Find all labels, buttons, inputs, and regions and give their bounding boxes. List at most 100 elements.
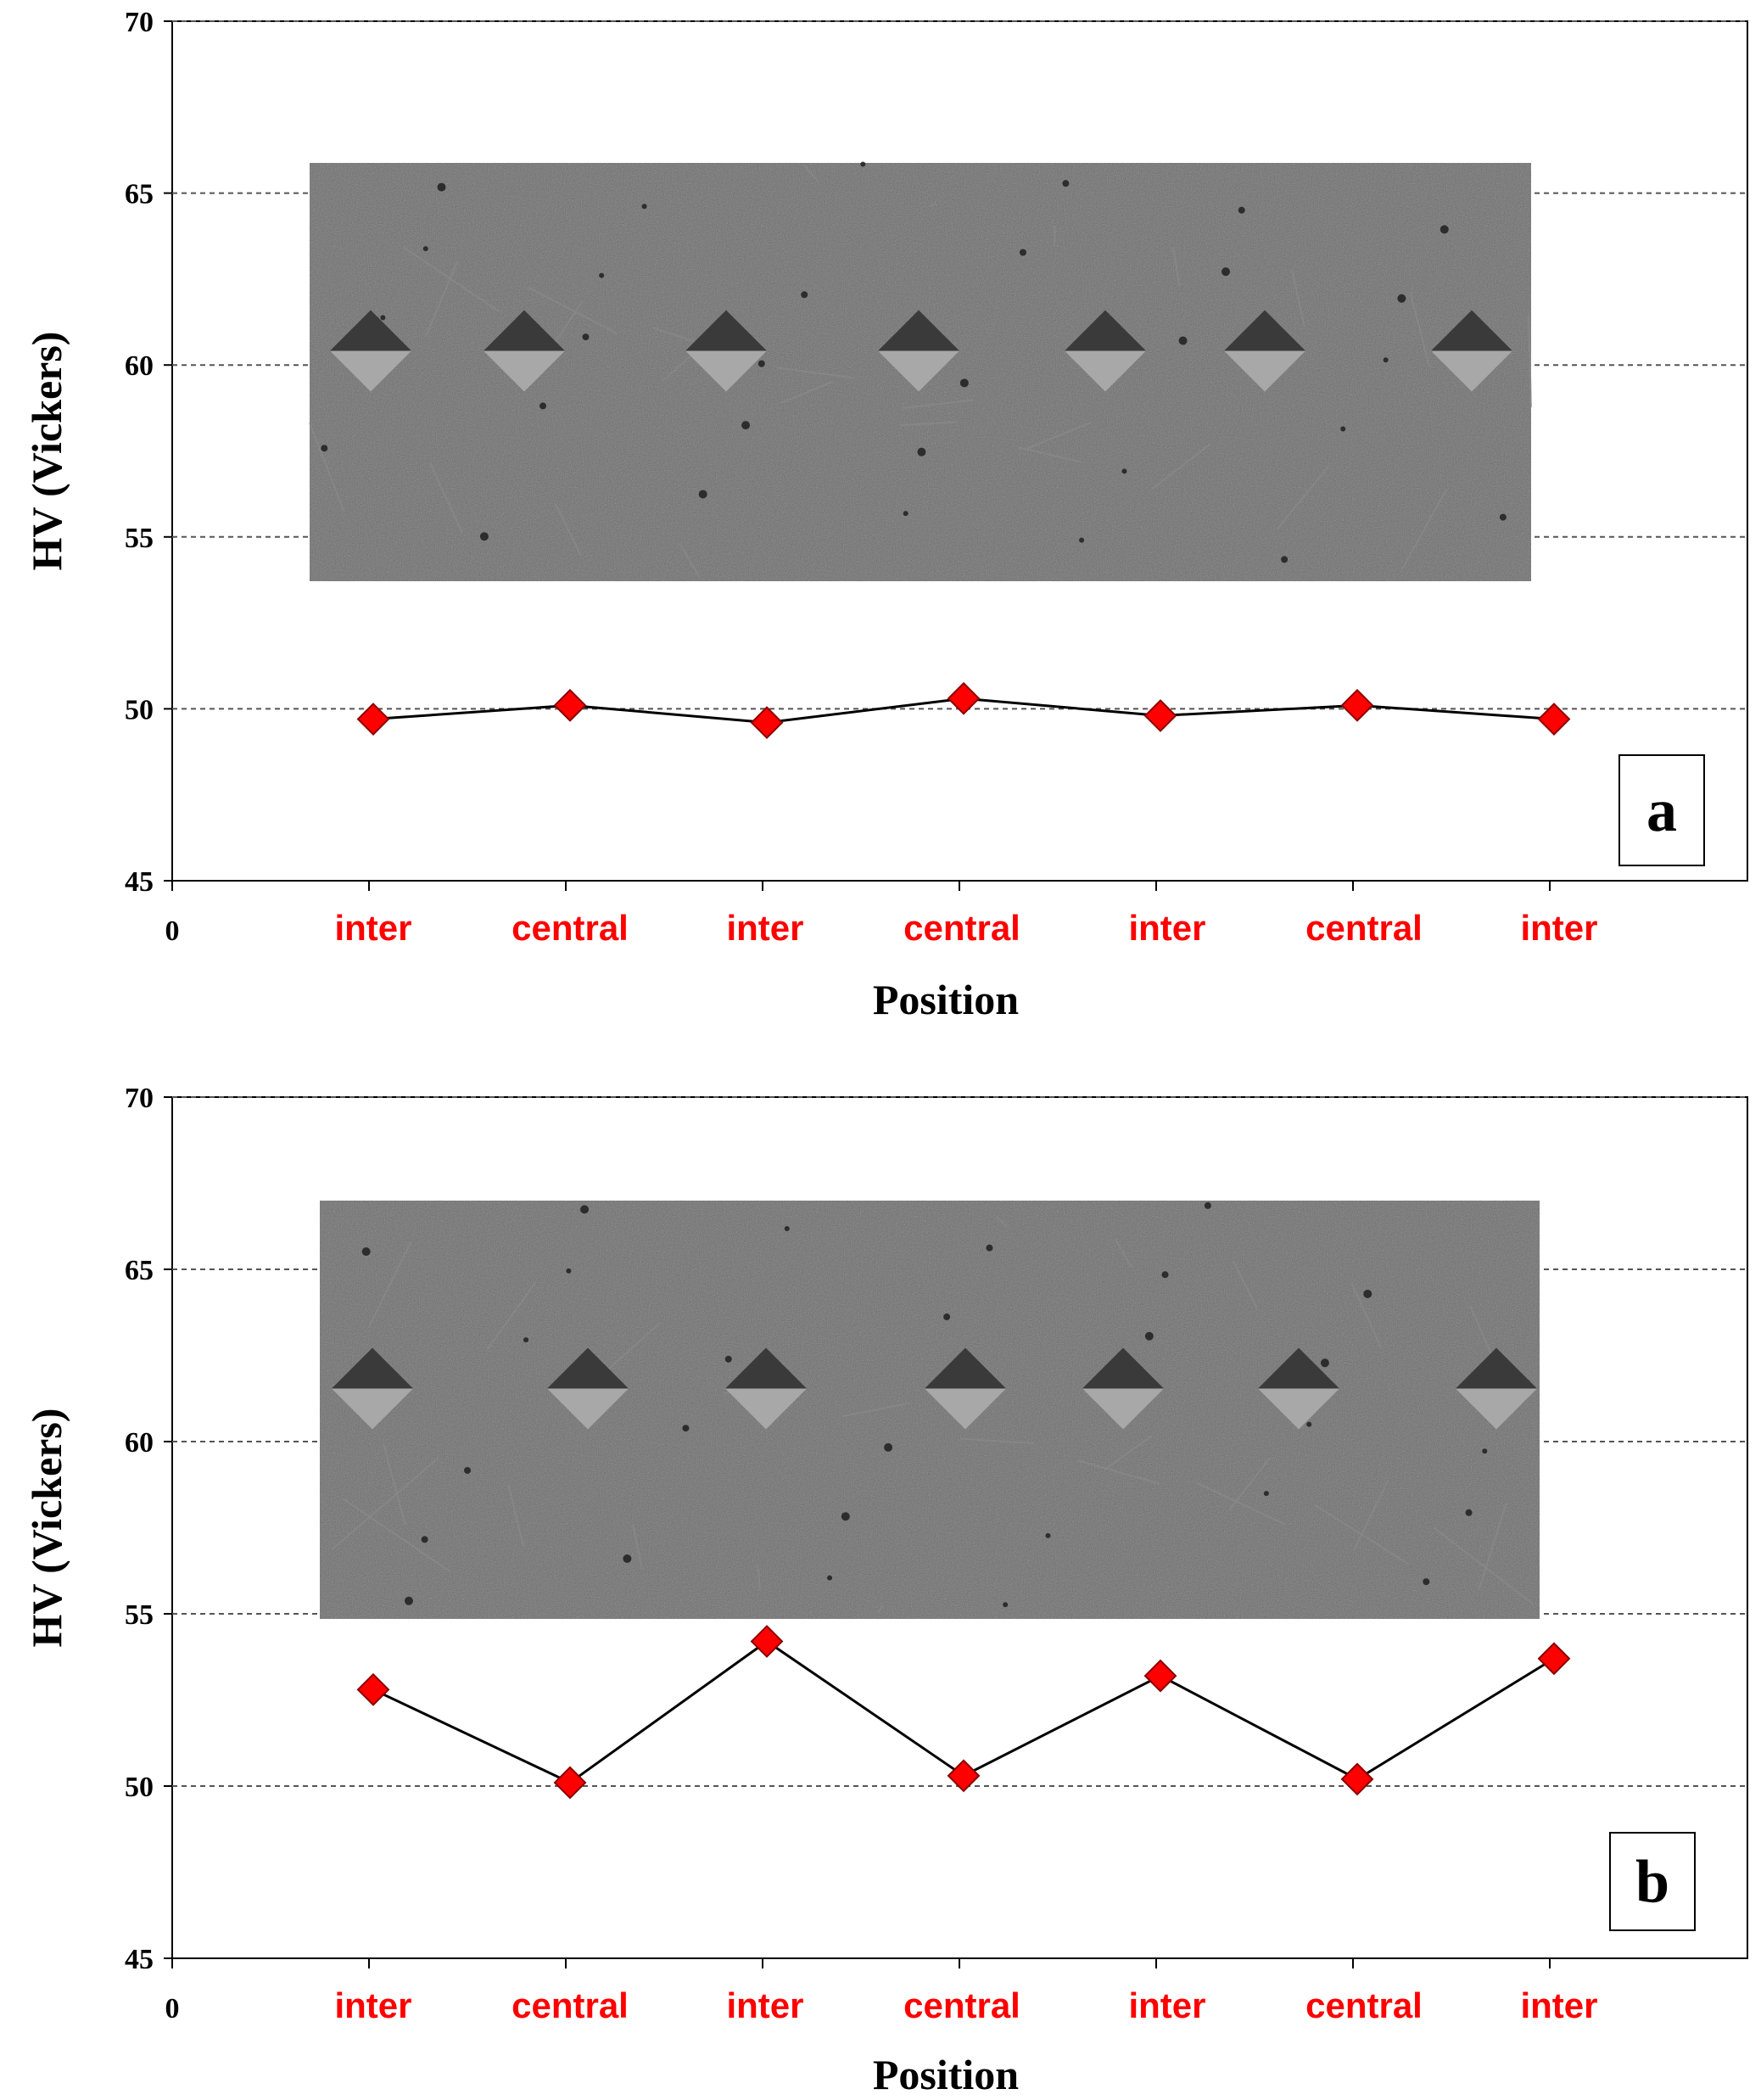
pore <box>698 490 707 499</box>
pore <box>566 1268 572 1274</box>
pore <box>380 315 386 321</box>
y-tick-label: 45 <box>125 866 154 898</box>
x-tick-label: inter <box>726 1985 803 2025</box>
indent-upper <box>685 310 767 351</box>
data-point <box>1537 1642 1571 1676</box>
indent-upper <box>1431 310 1512 351</box>
pore <box>1440 225 1449 234</box>
x-axis-title: Position <box>873 2051 1019 2098</box>
pore <box>1281 556 1289 563</box>
data-point <box>356 1672 390 1706</box>
indent-upper <box>878 310 959 351</box>
x-tick-label: inter <box>334 1985 411 2025</box>
pore <box>539 402 547 410</box>
x-origin-label: 0 <box>165 916 180 947</box>
grain-boundary <box>1114 1238 1133 1268</box>
indent-lower <box>484 350 565 392</box>
grain-boundary <box>959 1437 1035 1445</box>
grain-boundary <box>383 1443 406 1525</box>
x-tick-label: inter <box>1520 908 1597 948</box>
x-tick-label: central <box>903 908 1020 948</box>
pore <box>463 1466 471 1474</box>
pore <box>1238 206 1245 214</box>
pore <box>421 1536 428 1543</box>
micrograph-inset <box>309 161 1532 581</box>
pore <box>1222 267 1230 277</box>
pore <box>1178 336 1188 345</box>
micrograph-inset <box>320 1201 1540 1619</box>
indent-upper <box>332 1347 413 1389</box>
grain-boundary <box>342 1498 451 1573</box>
pore <box>1161 1271 1169 1279</box>
y-tick-label: 60 <box>125 350 154 382</box>
pore <box>841 1512 850 1521</box>
pore <box>404 1596 413 1605</box>
grain-boundary <box>1151 443 1210 490</box>
data-point <box>356 703 390 736</box>
grain-boundary <box>1276 466 1329 530</box>
pore <box>1340 426 1346 432</box>
y-tick-label: 70 <box>125 1083 154 1114</box>
pore <box>1320 1358 1329 1368</box>
pore <box>582 333 590 341</box>
pore <box>1019 249 1026 256</box>
grain-boundary <box>1400 488 1448 570</box>
chart-panel-b: 45 50 55 60 65 70 0 inter central inter central int… <box>23 1083 1748 2098</box>
pore <box>758 360 765 367</box>
y-tick-label: 45 <box>125 1944 154 1975</box>
grain-boundary <box>757 1565 762 1592</box>
grain-boundary <box>777 367 855 379</box>
grain-boundary <box>1104 1435 1153 1470</box>
pore <box>884 1442 893 1452</box>
micrograph-surface <box>320 1201 1540 1619</box>
pore <box>1465 1509 1473 1516</box>
indent-lower <box>685 350 767 392</box>
pore <box>437 182 446 192</box>
grain-boundary <box>902 399 974 409</box>
data-point <box>750 1625 784 1658</box>
y-tick-label: 65 <box>125 179 154 210</box>
indent-lower <box>1258 1388 1339 1430</box>
pore <box>1499 513 1507 521</box>
y-tick-label: 65 <box>125 1255 154 1286</box>
pore <box>1003 1602 1009 1608</box>
grain-boundary <box>996 1216 1009 1229</box>
indent-lower <box>1224 350 1305 392</box>
pore <box>1204 1201 1211 1209</box>
pore <box>479 532 489 541</box>
pore <box>580 1205 590 1214</box>
grain-boundary <box>929 202 937 207</box>
x-tick-label: central <box>512 1985 629 2025</box>
pore <box>1423 1578 1430 1586</box>
grain-boundary <box>804 165 819 182</box>
data-point <box>553 688 587 722</box>
pore <box>1079 537 1085 543</box>
indent-upper <box>1065 310 1146 351</box>
y-tick-label: 70 <box>125 7 154 38</box>
y-tick-label: 50 <box>125 694 154 725</box>
indent-upper <box>1456 1347 1537 1389</box>
grain-boundary <box>1172 247 1181 287</box>
pore <box>641 204 647 210</box>
y-axis-title: HV (Vickers) <box>23 1408 70 1648</box>
panel-label: b <box>1635 1848 1669 1916</box>
grain-boundary <box>1353 1479 1389 1551</box>
pore <box>1363 1289 1372 1298</box>
indent-lower <box>925 1388 1006 1430</box>
pore <box>1397 294 1406 303</box>
indent-upper <box>925 1347 1006 1389</box>
pore <box>1144 1331 1154 1341</box>
grain-boundary <box>1196 1481 1285 1525</box>
indent-lower <box>1431 350 1512 392</box>
data-point <box>947 681 981 715</box>
pore <box>903 511 908 517</box>
grain-boundary <box>632 1524 643 1570</box>
grain-boundary <box>780 380 833 404</box>
pore <box>959 378 969 388</box>
pore <box>1121 468 1127 474</box>
y-tick-label: 60 <box>125 1427 154 1459</box>
indent-lower <box>547 1388 629 1430</box>
data-point <box>553 1766 587 1800</box>
panel-label-box <box>1618 754 1705 866</box>
x-tick-label: inter <box>1128 908 1205 948</box>
